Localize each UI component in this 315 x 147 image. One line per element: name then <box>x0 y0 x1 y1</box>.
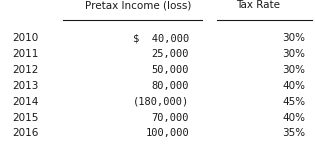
Text: 30%: 30% <box>283 49 306 59</box>
Text: 2013: 2013 <box>13 81 39 91</box>
Text: 30%: 30% <box>283 33 306 43</box>
Text: 40%: 40% <box>283 81 306 91</box>
Text: 70,000: 70,000 <box>152 113 189 123</box>
Text: 50,000: 50,000 <box>152 65 189 75</box>
Text: Pretax Income (loss): Pretax Income (loss) <box>85 0 192 10</box>
Text: 30%: 30% <box>283 65 306 75</box>
Text: 40%: 40% <box>283 113 306 123</box>
Text: $  40,000: $ 40,000 <box>133 33 189 43</box>
Text: 2016: 2016 <box>13 128 39 138</box>
Text: 2010: 2010 <box>13 33 39 43</box>
Text: 25,000: 25,000 <box>152 49 189 59</box>
Text: 2011: 2011 <box>13 49 39 59</box>
Text: 2012: 2012 <box>13 65 39 75</box>
Text: 35%: 35% <box>283 128 306 138</box>
Text: 100,000: 100,000 <box>145 128 189 138</box>
Text: 2015: 2015 <box>13 113 39 123</box>
Text: 45%: 45% <box>283 97 306 107</box>
Text: 80,000: 80,000 <box>152 81 189 91</box>
Text: (180,000): (180,000) <box>133 97 189 107</box>
Text: Tax Rate: Tax Rate <box>236 0 280 10</box>
Text: 2014: 2014 <box>13 97 39 107</box>
